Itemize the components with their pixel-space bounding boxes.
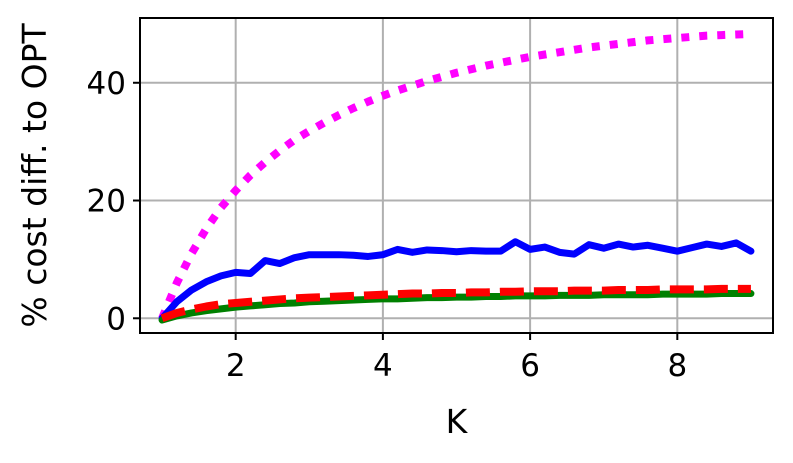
axis-ticks: 2 4 6 8 0 20 40 [87, 66, 688, 384]
y-axis-label: % cost diff. to OPT [15, 23, 54, 328]
y-tick-label: 0 [106, 301, 126, 337]
plot-series [158, 29, 755, 324]
plot-frame [139, 17, 774, 334]
series-line-3 [158, 290, 755, 324]
x-axis-label: K [446, 402, 469, 441]
x-tick-label: 2 [226, 348, 246, 384]
grid-lines [140, 18, 773, 333]
y-tick-label: 40 [87, 66, 126, 102]
y-tick-label: 20 [87, 184, 126, 220]
series-line-1 [158, 29, 752, 320]
x-tick-label: 8 [667, 348, 687, 384]
x-tick-label: 6 [520, 348, 540, 384]
series-line-2 [158, 238, 755, 322]
series-line-4 [160, 284, 751, 323]
x-tick-label: 4 [373, 348, 393, 384]
